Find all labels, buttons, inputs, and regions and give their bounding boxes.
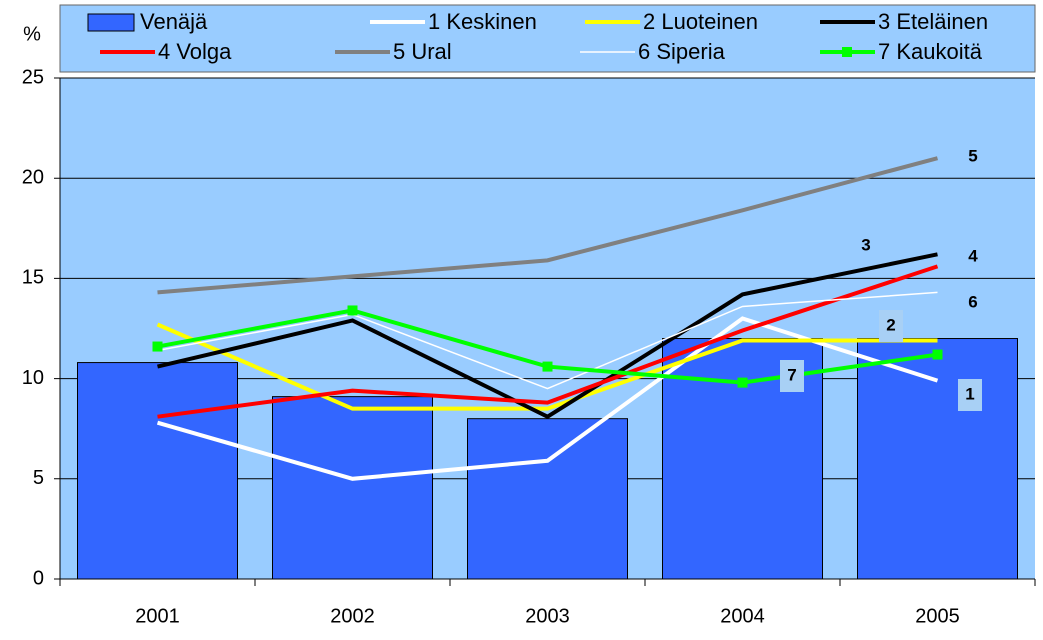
y-tick-label: 15 <box>22 267 44 289</box>
legend-label: 5 Ural <box>393 39 452 64</box>
x-tick-label: 2002 <box>330 605 375 627</box>
annotation: 4 <box>968 246 978 265</box>
line-series <box>157 156 939 295</box>
y-tick-label: 10 <box>22 367 44 389</box>
legend-swatch <box>87 13 135 32</box>
line-series <box>157 264 939 419</box>
x-tick-label: 2003 <box>525 605 570 627</box>
bar <box>467 418 628 580</box>
legend-label: 7 Kaukoitä <box>878 39 983 64</box>
bar <box>77 362 238 580</box>
bar <box>857 338 1018 580</box>
marker <box>542 361 553 372</box>
annotation: 7 <box>787 365 796 384</box>
legend-marker <box>842 47 852 57</box>
marker <box>347 305 358 316</box>
bar <box>272 396 433 580</box>
legend-label: 3 Eteläinen <box>878 9 988 34</box>
x-tick-label: 2004 <box>720 605 765 627</box>
legend-label: 1 Keskinen <box>428 9 537 34</box>
line-series <box>157 291 938 390</box>
y-tick-label: 20 <box>22 166 44 188</box>
y-tick-label: 25 <box>22 66 44 88</box>
y-tick-label: 0 <box>33 567 44 589</box>
annotation: 5 <box>968 146 977 165</box>
legend <box>59 4 1036 73</box>
legend-label: 4 Volga <box>158 39 232 64</box>
marker <box>932 349 943 360</box>
y-axis-label: % <box>23 23 41 45</box>
annotation-box <box>958 379 982 411</box>
marker <box>737 377 748 388</box>
annotation-box <box>780 360 804 392</box>
annotation-box <box>879 310 903 342</box>
x-tick-label: 2001 <box>135 605 180 627</box>
annotation: 2 <box>886 315 895 334</box>
annotation: 3 <box>861 235 870 254</box>
legend-label: 2 Luoteinen <box>643 9 758 34</box>
line-series <box>156 322 938 411</box>
legend-label: Venäjä <box>140 9 208 34</box>
line-series <box>157 252 938 419</box>
x-tick-label: 2005 <box>915 605 960 627</box>
annotation: 6 <box>968 292 977 311</box>
marker <box>152 341 163 352</box>
annotation: 1 <box>965 384 974 403</box>
legend-label: 6 Siperia <box>638 39 726 64</box>
y-tick-label: 5 <box>33 467 44 489</box>
